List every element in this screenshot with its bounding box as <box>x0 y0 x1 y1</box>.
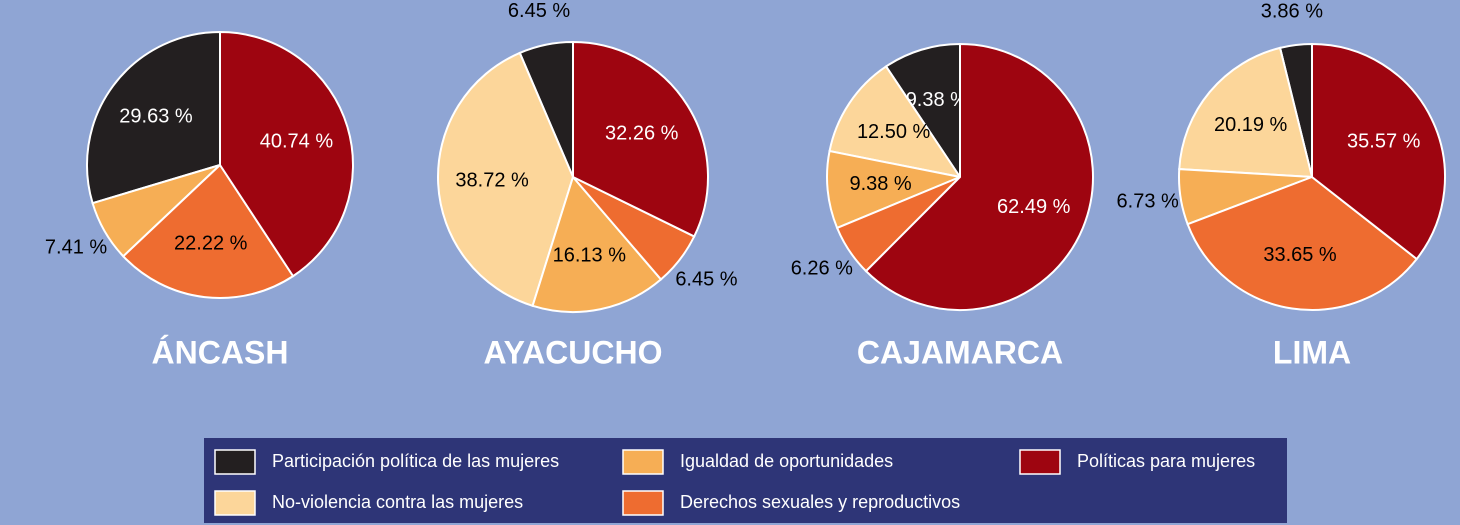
value-label: 62.49 % <box>997 196 1071 218</box>
value-label: 9.38 % <box>906 89 968 111</box>
pie-slice <box>531 174 663 313</box>
value-label: 6.73 % <box>1117 190 1179 212</box>
legend-swatch <box>214 490 256 516</box>
legend-label: No-violencia contra las mujeres <box>272 492 523 512</box>
value-label: 16.13 % <box>553 245 627 267</box>
legend-label: Participación política de las mujeres <box>272 451 559 471</box>
legend-label: Políticas para mujeres <box>1077 451 1255 471</box>
pie-title: CAJAMARCA <box>857 334 1063 370</box>
legend-box <box>204 438 1287 523</box>
pie-slice <box>1178 46 1314 179</box>
pie-slice <box>121 163 295 299</box>
pie-title: ÁNCASH <box>152 334 289 370</box>
pie-slice <box>86 30 221 205</box>
value-label: 3.86 % <box>1261 0 1323 22</box>
value-label: 6.45 % <box>508 0 570 22</box>
pie-slice <box>1186 175 1419 311</box>
legend-swatch <box>622 449 664 475</box>
value-label: 9.38 % <box>849 173 911 195</box>
value-label: 22.22 % <box>174 233 248 255</box>
value-label: 38.72 % <box>455 169 529 191</box>
pie-slice <box>572 40 709 238</box>
pie-title: AYACUCHO <box>483 334 662 370</box>
pie-slice <box>1311 42 1446 261</box>
legend-swatch <box>622 490 664 516</box>
value-label: 40.74 % <box>260 130 334 152</box>
value-label: 6.26 % <box>791 258 853 280</box>
pie-slice <box>884 42 961 181</box>
value-label: 6.45 % <box>675 269 737 291</box>
value-label: 12.50 % <box>857 121 931 143</box>
value-label: 20.19 % <box>1214 114 1288 136</box>
value-label: 29.63 % <box>119 106 193 128</box>
legend-label: Derechos sexuales y reproductivos <box>680 492 960 512</box>
value-label: 32.26 % <box>605 122 679 144</box>
pie-slice <box>437 51 575 308</box>
legend-swatch <box>214 449 256 475</box>
pie-slice <box>828 65 963 179</box>
pie-slice <box>219 30 354 278</box>
value-label: 35.57 % <box>1347 130 1421 152</box>
value-label: 33.65 % <box>1263 244 1337 266</box>
pie-slice <box>826 149 964 230</box>
legend-swatch <box>1019 449 1061 475</box>
pie-title: LIMA <box>1273 334 1351 370</box>
pie-slice <box>864 42 1094 311</box>
value-label: 7.41 % <box>45 236 107 258</box>
legend-label: Igualdad de oportunidades <box>680 451 893 471</box>
